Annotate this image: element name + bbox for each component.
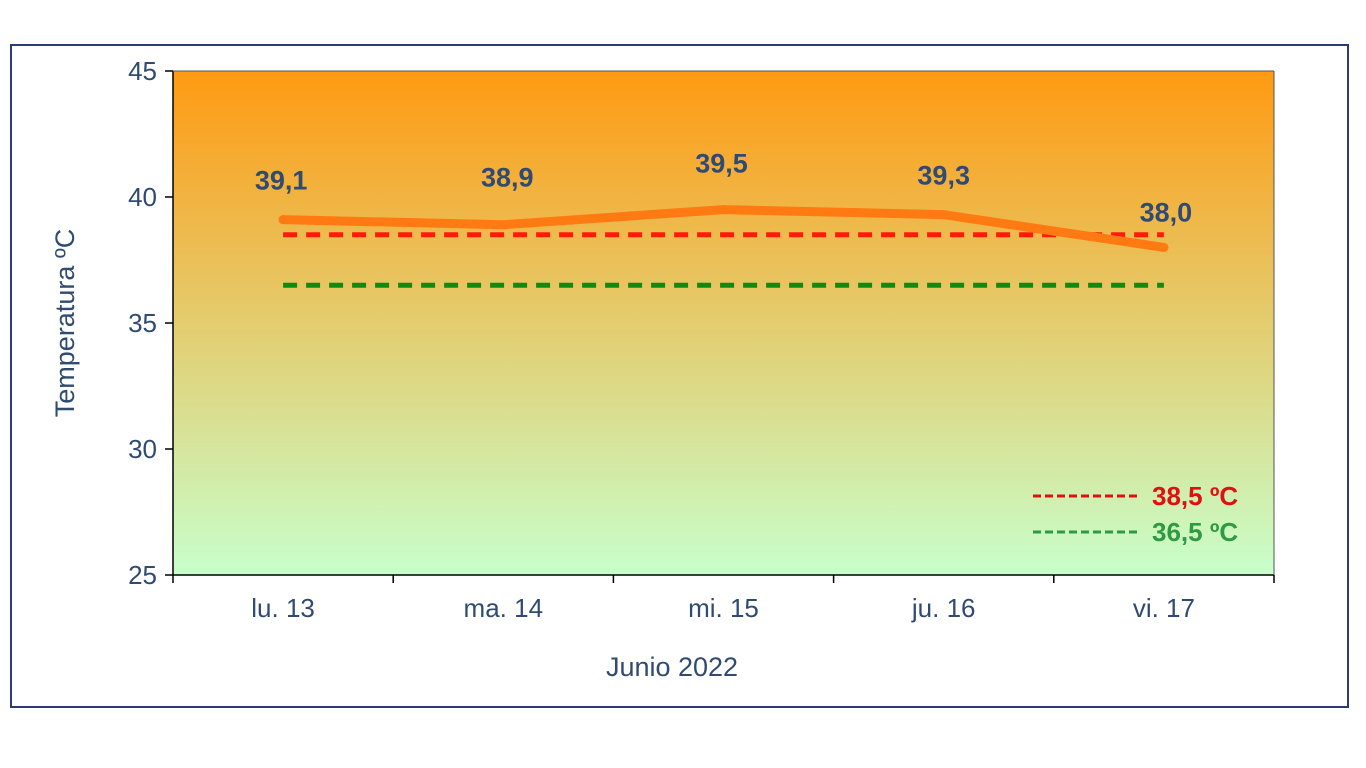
reference-lines <box>283 232 1164 288</box>
chart-frame: 39,1 38,9 39,5 39,3 38,0 25 30 35 40 45 lu. 13 ma… <box>10 44 1349 708</box>
data-label: 39,5 <box>695 149 748 179</box>
x-axis-title: Junio 2022 <box>606 652 738 682</box>
data-label: 38,0 <box>1140 197 1193 227</box>
y-axis: 25 30 35 40 45 <box>128 56 173 590</box>
y-tick-label: 30 <box>128 434 157 464</box>
y-axis-title: Temperatura ºC <box>50 229 80 417</box>
legend: 38,5 ºC 36,5 ºC <box>1033 481 1238 547</box>
x-axis: lu. 13 ma. 14 mi. 15 ju. 16 vi. 17 <box>172 575 1275 623</box>
y-tick-label: 25 <box>128 560 157 590</box>
data-point <box>719 205 728 215</box>
data-point <box>278 215 288 225</box>
y-tick-label: 35 <box>128 308 157 338</box>
x-tick-label: vi. 17 <box>1133 593 1195 623</box>
data-point <box>939 210 949 220</box>
temperature-chart: 39,1 38,9 39,5 39,3 38,0 25 30 35 40 45 lu. 13 ma… <box>50 56 1275 682</box>
series-layer <box>278 205 1169 252</box>
data-point <box>1159 242 1169 252</box>
plot-area <box>173 71 1274 575</box>
data-labels: 39,1 38,9 39,5 39,3 38,0 <box>255 149 1192 228</box>
y-tick-label: 45 <box>128 56 157 86</box>
x-tick-label: mi. 15 <box>688 593 759 623</box>
data-point <box>498 220 508 230</box>
data-label: 39,3 <box>917 161 970 191</box>
data-label: 39,1 <box>255 166 308 196</box>
x-tick-label: lu. 13 <box>251 593 315 623</box>
x-tick-label: ju. 16 <box>911 593 976 623</box>
y-tick-label: 40 <box>128 182 157 212</box>
legend-label: 36,5 ºC <box>1152 517 1238 547</box>
legend-label: 38,5 ºC <box>1152 481 1238 511</box>
data-label: 38,9 <box>481 163 534 193</box>
x-tick-label: ma. 14 <box>464 593 544 623</box>
